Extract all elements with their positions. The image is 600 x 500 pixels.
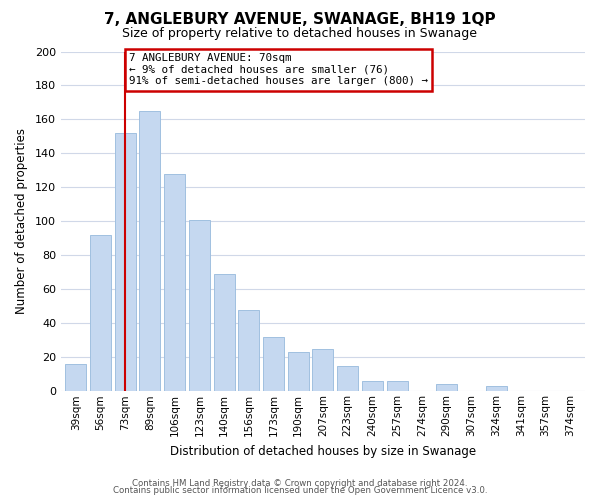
Y-axis label: Number of detached properties: Number of detached properties — [15, 128, 28, 314]
Bar — [139, 111, 160, 392]
Text: Size of property relative to detached houses in Swanage: Size of property relative to detached ho… — [122, 28, 478, 40]
Text: Contains public sector information licensed under the Open Government Licence v3: Contains public sector information licen… — [113, 486, 487, 495]
Bar — [436, 384, 457, 392]
Bar — [337, 366, 358, 392]
Bar — [115, 133, 136, 392]
Text: 7 ANGLEBURY AVENUE: 70sqm
← 9% of detached houses are smaller (76)
91% of semi-d: 7 ANGLEBURY AVENUE: 70sqm ← 9% of detach… — [129, 53, 428, 86]
Bar — [362, 381, 383, 392]
Bar — [90, 235, 111, 392]
Text: 7, ANGLEBURY AVENUE, SWANAGE, BH19 1QP: 7, ANGLEBURY AVENUE, SWANAGE, BH19 1QP — [104, 12, 496, 28]
X-axis label: Distribution of detached houses by size in Swanage: Distribution of detached houses by size … — [170, 444, 476, 458]
Bar — [288, 352, 309, 392]
Bar — [65, 364, 86, 392]
Bar — [386, 381, 407, 392]
Bar — [164, 174, 185, 392]
Bar — [238, 310, 259, 392]
Bar — [485, 386, 506, 392]
Bar — [263, 337, 284, 392]
Text: Contains HM Land Registry data © Crown copyright and database right 2024.: Contains HM Land Registry data © Crown c… — [132, 478, 468, 488]
Bar — [189, 220, 210, 392]
Bar — [214, 274, 235, 392]
Bar — [313, 349, 334, 392]
